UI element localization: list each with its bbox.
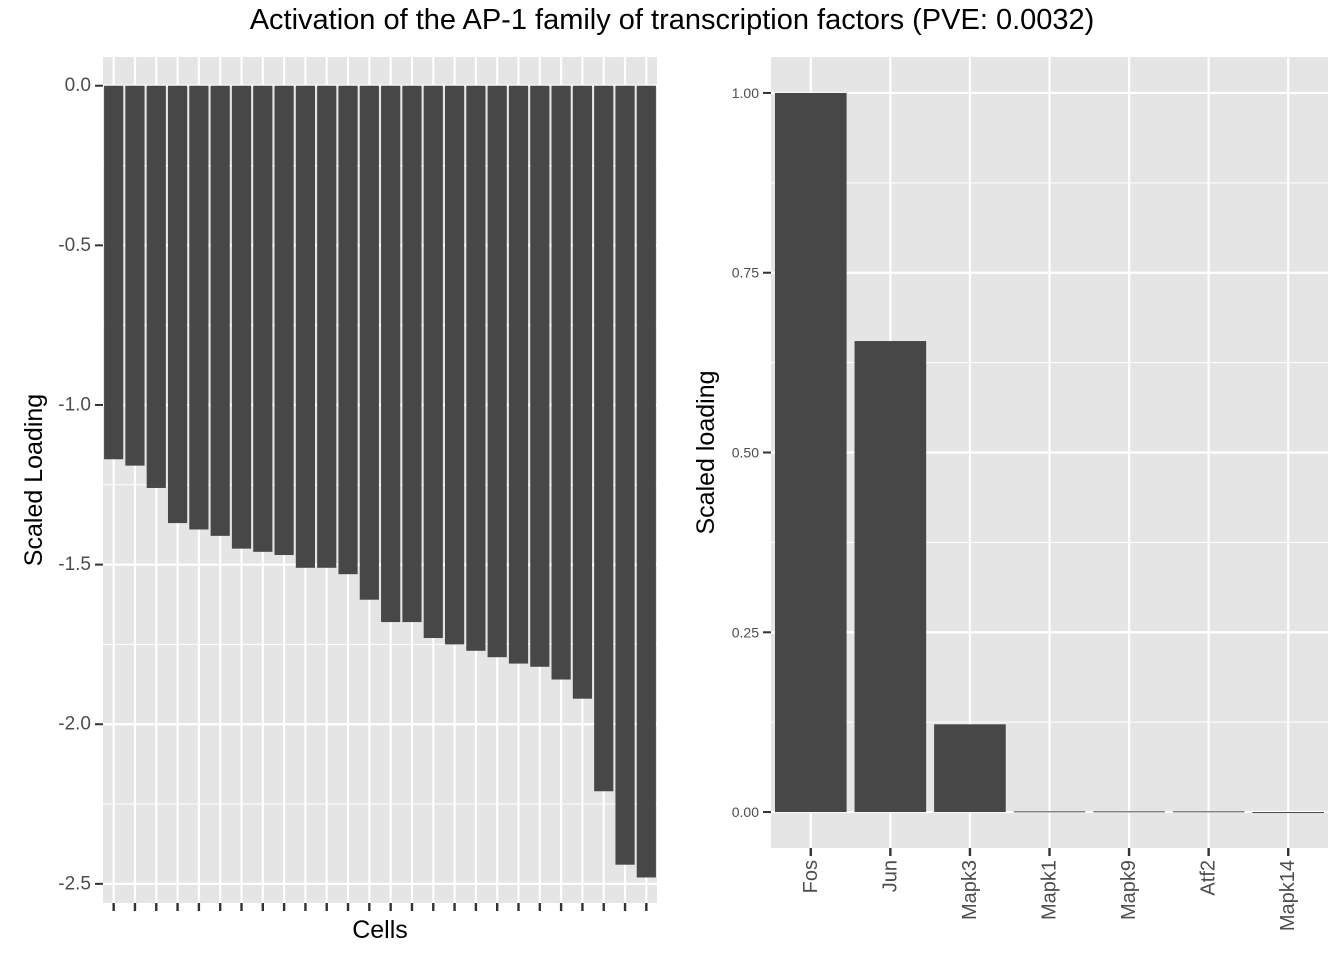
chart-title: Activation of the AP-1 family of transcr… <box>249 4 1095 36</box>
panel-right-y-tick-label: 0.00 <box>732 804 759 820</box>
panel-left-bar <box>253 85 273 552</box>
panel-left-y-tick-label: -1.5 <box>58 554 91 575</box>
panel-right-x-tick-label: Mapk3 <box>959 860 981 920</box>
panel-right-x-tick-label: Fos <box>800 860 822 893</box>
panel-left-y-tick-label: -2.5 <box>58 873 91 894</box>
panel-right-y-axis-title: Scaled loading <box>692 370 720 534</box>
panel-left-y-tick-label: -1.0 <box>58 394 91 415</box>
panel-left-bar <box>551 85 571 680</box>
panel-left-bar <box>189 85 209 530</box>
panel-left-bar <box>594 85 614 792</box>
panel-right-y-tick-label: 0.50 <box>732 445 759 461</box>
panel-left-bar <box>104 85 124 460</box>
panel-left-bar <box>508 85 529 664</box>
panel-left-y-tick-label: 0.0 <box>65 75 91 96</box>
panel-right-bar <box>1093 811 1165 813</box>
panel-right-y-tick-label: 0.25 <box>732 624 759 640</box>
panel-right-y-tick-label: 0.75 <box>732 265 759 281</box>
panel-right-bar <box>854 341 927 813</box>
panel-left-bar <box>423 85 443 639</box>
panel-left-bar <box>572 85 593 699</box>
panel-left-bar <box>487 85 507 658</box>
panel-left-bar <box>167 85 188 524</box>
panel-left-y-axis-title: Scaled Loading <box>20 394 48 566</box>
panel-right-bar <box>934 724 1006 813</box>
panel-left-y-tick-label: -0.5 <box>58 235 91 256</box>
panel-left-bar <box>530 85 550 667</box>
panel-left-bar <box>295 85 316 568</box>
panel-left-bar <box>636 85 656 878</box>
panel-left-bar <box>444 85 465 645</box>
panel-right-x-tick-label: Mapk1 <box>1039 860 1061 920</box>
panel-right-y-tick-label: 1.00 <box>732 85 759 101</box>
panel-right-x-tick-label: Jun <box>879 860 901 892</box>
panel-left-bar <box>146 85 166 488</box>
panel-left-bar <box>317 85 337 568</box>
panel-left-bar <box>466 85 486 651</box>
panel-left-bar <box>402 85 422 623</box>
panel-right-bar <box>1013 811 1086 813</box>
panel-left-bar <box>381 85 401 623</box>
panel-right-x-tick-label: Mapk14 <box>1277 860 1299 931</box>
panel-right-bar <box>1172 811 1245 813</box>
panel-right-bar <box>774 92 847 813</box>
panel-left-bar <box>231 85 252 549</box>
panel-left-y-tick-label: -2.0 <box>58 714 91 735</box>
panel-left-bar <box>338 85 358 575</box>
panel-right-bar <box>1252 812 1325 814</box>
panel-right-x-tick-label: Atf2 <box>1198 860 1220 896</box>
panel-left-bar <box>125 85 145 466</box>
panel-left-bar <box>359 85 379 600</box>
panel-left-bar <box>210 85 230 536</box>
panel-left-bar <box>274 85 294 556</box>
panel-left-x-axis-title: Cells <box>352 916 408 944</box>
panel-left-bar <box>615 85 635 865</box>
panel-right-x-tick-label: Mapk9 <box>1118 860 1140 920</box>
